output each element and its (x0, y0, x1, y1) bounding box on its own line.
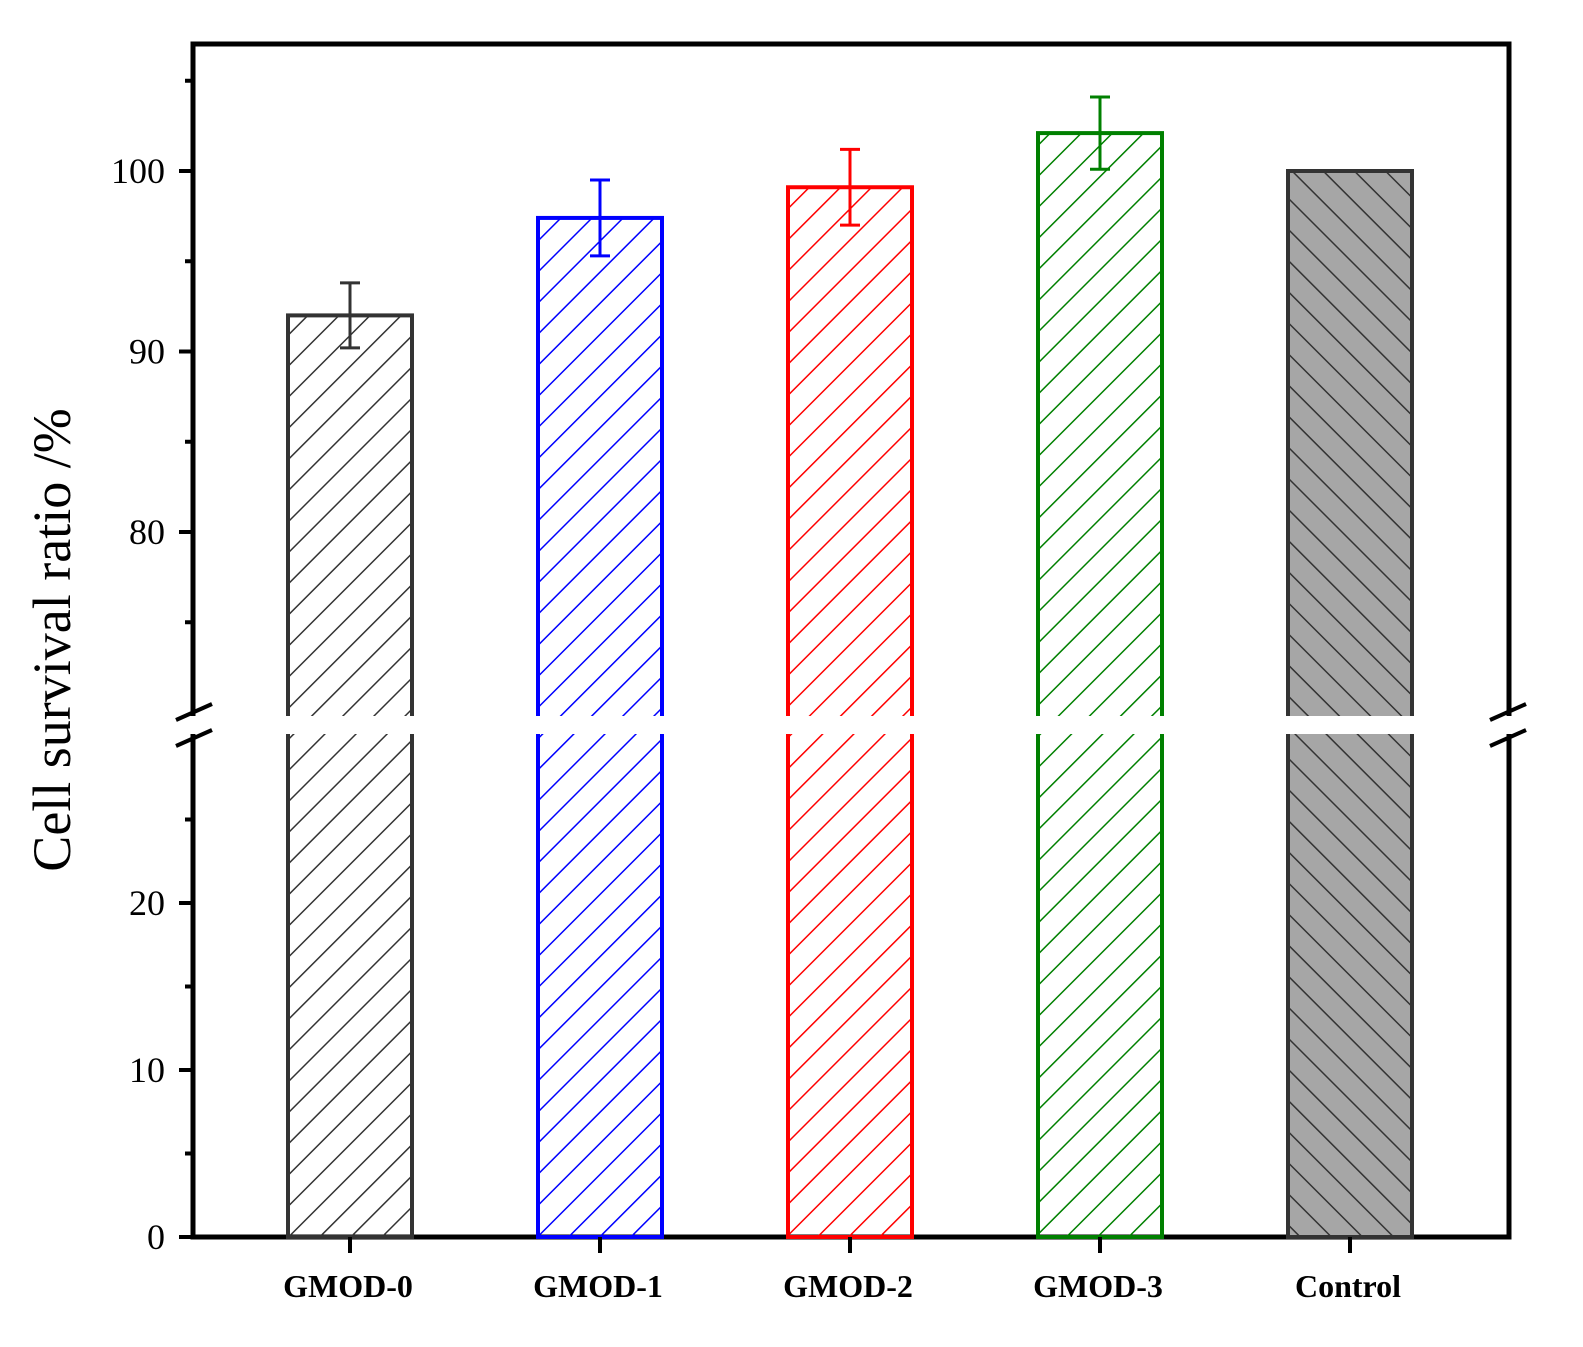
bar-GMOD-3 (1036, 131, 1164, 1240)
error-bar-GMOD-0 (340, 281, 360, 350)
axis-break-mark-left (175, 702, 213, 748)
error-bars-layer (340, 95, 1110, 350)
error-bar-GMOD-3 (1090, 95, 1110, 171)
x-tick-label-GMOD-0: GMOD-0 (283, 1268, 413, 1304)
y-tick-label-100: 100 (111, 151, 165, 191)
y-tick-label-10: 10 (129, 1050, 165, 1090)
y-axis-title: Cell survival ratio /% (22, 408, 82, 871)
axis-break-gap (180, 716, 1525, 734)
y-tick-label-80: 80 (129, 512, 165, 552)
error-bar-GMOD-2 (840, 147, 860, 227)
y-tick-label-90: 90 (129, 332, 165, 372)
x-tick-label-GMOD-3: GMOD-3 (1033, 1268, 1163, 1304)
bars-layer (286, 131, 1414, 1240)
x-tick-label-GMOD-1: GMOD-1 (533, 1268, 663, 1304)
axis-break-mark-right (1489, 702, 1527, 748)
error-bar-GMOD-1 (590, 178, 610, 258)
x-tick-label-GMOD-2: GMOD-2 (783, 1268, 913, 1304)
y-tick-label-20: 20 (129, 883, 165, 923)
y-ticks-layer: 0 10 20 80 90 100 (111, 78, 193, 1257)
x-tick-label-Control: Control (1295, 1268, 1401, 1304)
y-tick-label-0: 0 (147, 1217, 165, 1257)
bar-GMOD-2 (786, 185, 914, 1239)
x-ticks-layer: GMOD-0 GMOD-1 GMOD-2 GMOD-3 Control (283, 1237, 1401, 1304)
bar-Control (1286, 169, 1414, 1239)
bar-GMOD-0 (286, 313, 414, 1239)
